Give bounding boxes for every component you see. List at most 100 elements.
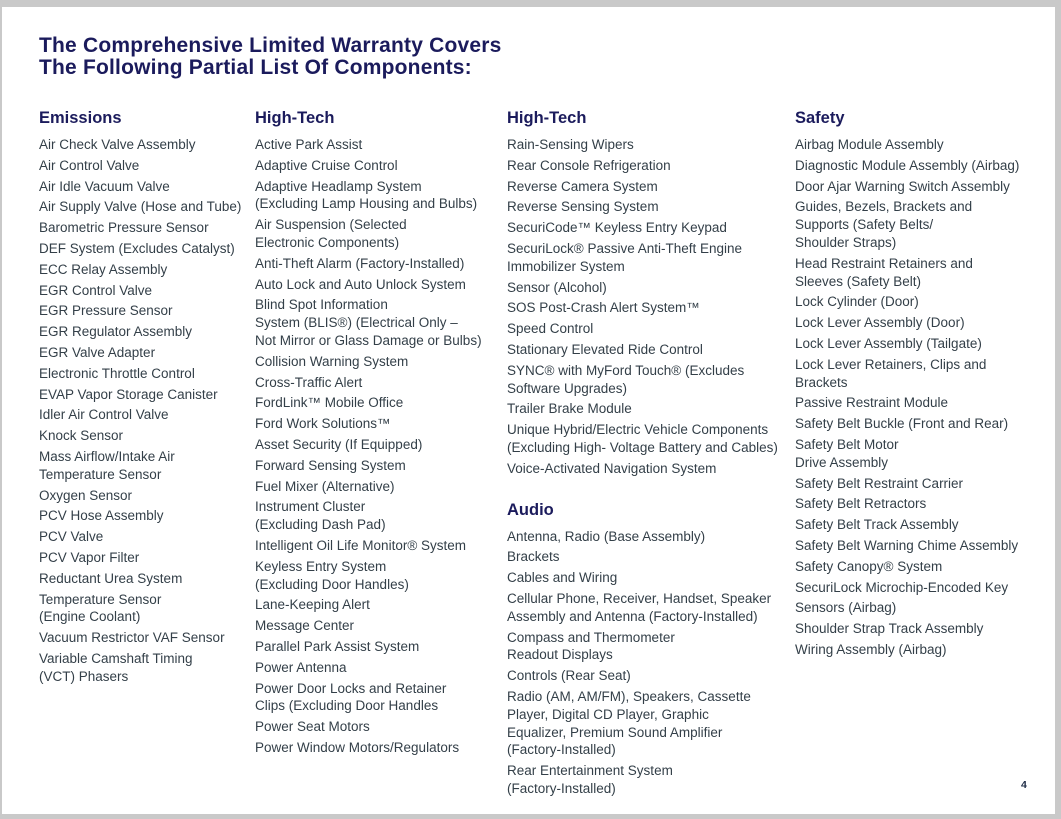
list-item: Forward Sensing System [255,457,406,473]
list-item: Sensors (Airbag) [795,600,897,616]
list-item: Electronic Throttle Control [39,365,195,381]
page-title: The Comprehensive Limited Warranty Cover… [39,35,502,79]
list-item: Speed Control [507,321,594,337]
page-title-line-1: The Comprehensive Limited Warranty Cover… [39,34,502,57]
component-list-emissions: Air Check Valve Assembly Air Control Valv… [39,136,249,686]
list-item: EVAP Vapor Storage Canister [39,386,218,402]
list-item: Safety Belt Motor Drive Assembly [795,436,899,470]
list-item: PCV Hose Assembly [39,508,164,524]
list-item: Adaptive Headlamp System (Excluding Lamp… [255,178,478,212]
section-safety: Safety Airbag Module Assembly Diagnostic … [795,108,1045,659]
list-item: Head Restraint Retainers and Sleeves (Sa… [795,255,973,289]
list-item: Air Idle Vacuum Valve [39,178,170,194]
list-item: Safety Belt Track Assembly [795,517,959,533]
list-item: Safety Belt Buckle (Front and Rear) [795,416,1009,432]
list-item: Rear Entertainment System (Factory-Insta… [507,763,673,796]
list-item: ECC Relay Assembly [39,261,168,277]
list-item: Air Suspension (Selected Electronic Comp… [255,217,407,250]
list-item: Cables and Wiring [507,570,618,586]
list-item: Unique Hybrid/Electric Vehicle Component… [507,422,778,455]
list-item: EGR Valve Adapter [39,344,156,360]
document-page: The Comprehensive Limited Warranty Cover… [2,7,1055,814]
list-item: SYNC® with MyFord Touch® (Excludes Softw… [507,362,745,396]
list-item: Trailer Brake Module [507,401,632,417]
list-item: Power Door Locks and Retainer Clips (Exc… [255,680,447,714]
list-item: Safety Belt Restraint Carrier [795,475,964,491]
list-item: Lock Cylinder (Door) [795,294,919,310]
list-item: DEF System (Excludes Catalyst) [39,240,235,256]
list-item: Lock Lever Assembly (Tailgate) [795,335,982,351]
list-item: Instrument Cluster (Excluding Dash Pad) [255,499,386,533]
list-item: Rain-Sensing Wipers [507,137,634,152]
list-item: Active Park Assist [255,137,363,152]
list-item: Oxygen Sensor [39,487,133,503]
list-item: FordLink™ Mobile Office [255,395,404,411]
list-item: Antenna, Radio (Base Assembly) [507,528,706,544]
section-heading-audio: Audio [507,500,554,519]
list-item: Airbag Module Assembly [795,137,944,152]
component-list-high-tech-1: Active Park Assist Adaptive Cruise Contro… [255,136,503,757]
list-item: Reverse Sensing System [507,199,659,215]
list-item: SecuriCode™ Keyless Entry Keypad [507,220,727,236]
list-item: Passive Restraint Module [795,395,949,411]
list-item: Safety Canopy® System [795,558,943,574]
list-item: EGR Pressure Sensor [39,303,173,319]
list-item: Stationary Elevated Ride Control [507,341,703,357]
list-item: Message Center [255,618,355,634]
column-emissions: Emissions Air Check Valve Assembly Air Co… [39,108,249,689]
list-item: Voice-Activated Navigation System [507,460,717,476]
list-item: Collision Warning System [255,353,409,369]
list-item: Ford Work Solutions™ [255,416,391,432]
list-item: SecuriLock® Passive Anti-Theft Engine Im… [507,240,743,274]
list-item: Reverse Camera System [507,178,658,194]
list-item: Air Check Valve Assembly [39,137,196,152]
section-high-tech-2: High-Tech Rain-Sensing Wipers Rear Consol… [507,108,792,478]
list-item: Controls (Rear Seat) [507,668,631,684]
section-emissions: Emissions Air Check Valve Assembly Air Co… [39,108,249,686]
list-item: Keyless Entry System (Excluding Door Han… [255,558,409,592]
list-item: Auto Lock and Auto Unlock System [255,276,466,292]
list-item: Anti-Theft Alarm (Factory-Installed) [255,255,465,271]
page-number: 4 [1021,779,1027,791]
list-item: PCV Valve [39,529,104,545]
list-item: Parallel Park Assist System [255,638,420,654]
list-item: Mass Airflow/Intake Air Temperature Sens… [39,448,175,482]
list-item: Sensor (Alcohol) [507,279,607,295]
list-item: Safety Belt Retractors [795,496,927,512]
list-item: Lock Lever Retainers, Clips and Brackets [795,356,987,390]
list-item: SOS Post-Crash Alert System™ [507,300,700,316]
list-item: Door Ajar Warning Switch Assembly [795,178,1010,194]
section-high-tech-1: High-Tech Active Park Assist Adaptive Cru… [255,108,503,757]
list-item: Wiring Assembly (Airbag) [795,641,947,657]
list-item: Vacuum Restrictor VAF Sensor [39,630,225,646]
section-heading-emissions: Emissions [39,109,122,127]
list-item: Power Antenna [255,659,347,675]
list-item: Power Window Motors/Regulators [255,739,460,755]
list-item: Blind Spot Information System (BLIS®) (E… [255,297,482,348]
list-item: Shoulder Strap Track Assembly [795,621,984,637]
list-item: Idler Air Control Valve [39,407,169,423]
list-item: Asset Security (If Equipped) [255,436,423,452]
list-item: Lane-Keeping Alert [255,597,370,613]
section-heading-safety: Safety [795,109,845,127]
section-heading-high-tech-2: High-Tech [507,109,587,127]
column-high-tech-1: High-Tech Active Park Assist Adaptive Cru… [255,108,503,760]
column-high-tech-2-audio: High-Tech Rain-Sensing Wipers Rear Consol… [507,108,792,801]
list-item: Barometric Pressure Sensor [39,220,209,236]
list-item: Lock Lever Assembly (Door) [795,315,965,331]
list-item: Radio (AM, AM/FM), Speakers, Cassette Pl… [507,688,751,758]
list-item: Reductant Urea System [39,570,183,586]
list-item: Air Supply Valve (Hose and Tube) [39,199,242,215]
list-item: EGR Regulator Assembly [39,324,193,340]
list-item: Cellular Phone, Receiver, Handset, Speak… [507,590,772,624]
list-item: PCV Vapor Filter [39,549,140,565]
list-item: Compass and Thermometer Readout Displays [507,629,675,663]
list-item: Rear Console Refrigeration [507,157,671,173]
page-title-line-2: The Following Partial List Of Components… [39,56,472,79]
list-item: SecuriLock Microchip-Encoded Key [795,579,1009,595]
list-item: Brackets [507,549,560,565]
component-list-high-tech-2: Rain-Sensing Wipers Rear Console Refriger… [507,136,792,478]
list-item: Power Seat Motors [255,719,370,735]
section-heading-high-tech-1: High-Tech [255,109,335,127]
list-item: Intelligent Oil Life Monitor® System [255,537,467,553]
